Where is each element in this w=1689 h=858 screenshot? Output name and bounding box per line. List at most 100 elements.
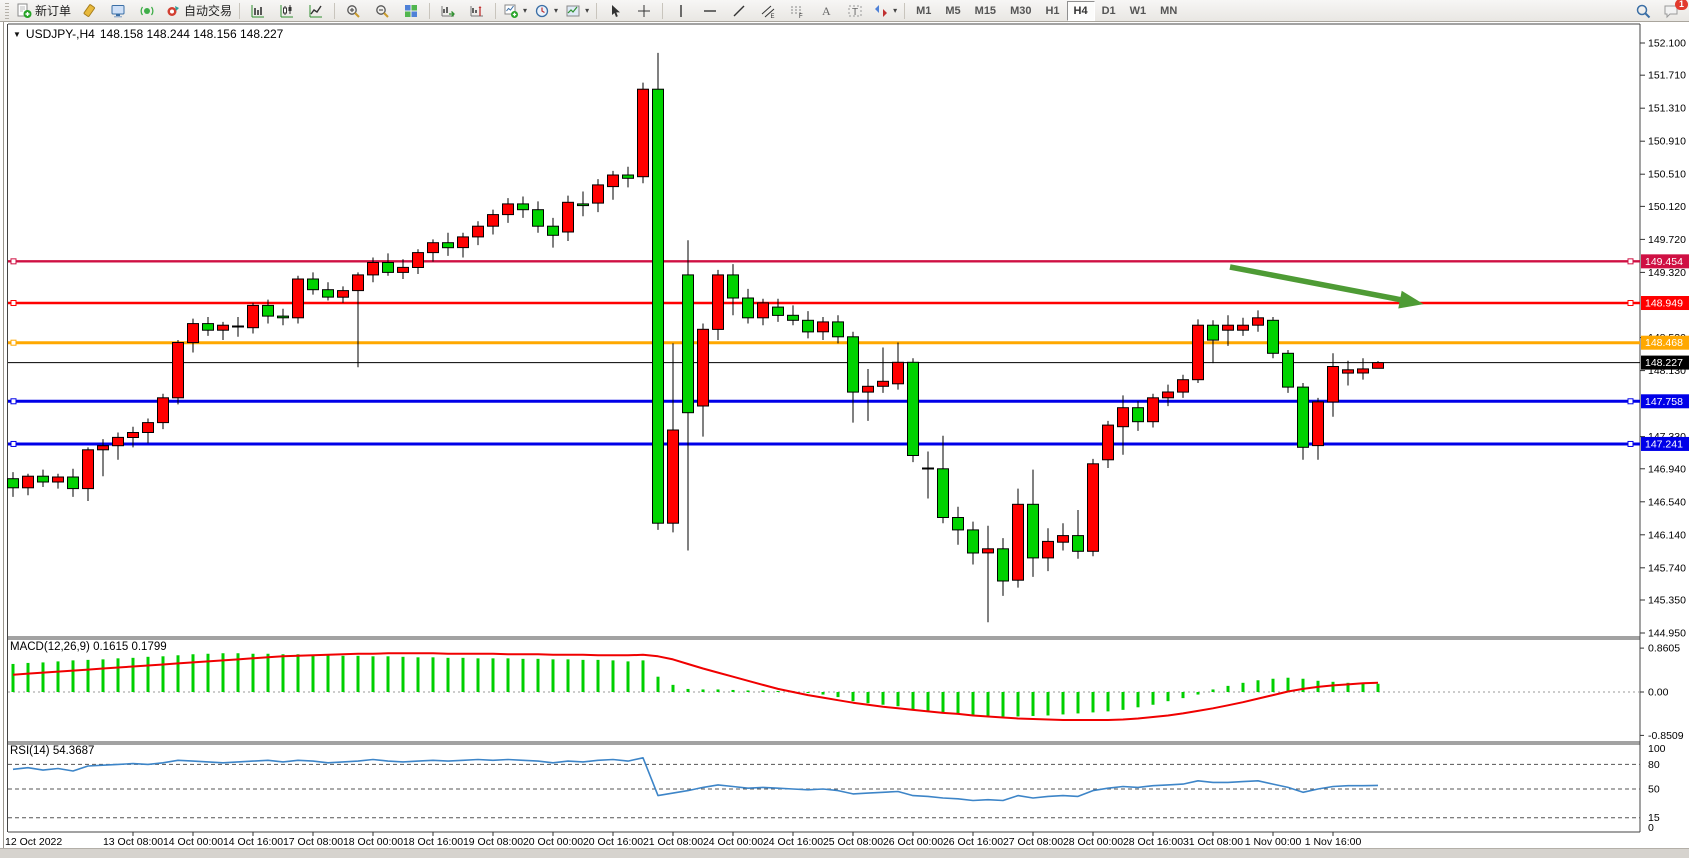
zoom-in-button[interactable] xyxy=(339,0,367,22)
template-icon xyxy=(566,5,580,16)
timeframe-button-w1[interactable]: W1 xyxy=(1129,4,1147,17)
svg-text:A: A xyxy=(822,4,831,18)
chart-shift-button[interactable] xyxy=(463,0,491,22)
bar-chart-button[interactable] xyxy=(244,0,272,22)
cursor-icon xyxy=(612,4,621,17)
toolbar-separator xyxy=(662,2,664,19)
time-axis: 12 Oct 2022 13 Oct 08:00 14 Oct 00:00 14 Oc… xyxy=(5,832,1361,848)
svg-text:27 Oct 08:00: 27 Oct 08:00 xyxy=(1003,836,1063,848)
broadcast-icon xyxy=(140,6,154,15)
computer-button[interactable] xyxy=(104,0,132,22)
svg-text:26 Oct 00:00: 26 Oct 00:00 xyxy=(883,836,943,848)
crosshair-button[interactable] xyxy=(630,0,658,22)
svg-text:18 Oct 00:00: 18 Oct 00:00 xyxy=(343,836,403,848)
autotrade-icon xyxy=(167,5,180,16)
highlighter-button[interactable] xyxy=(75,0,103,22)
toolbar-separator xyxy=(429,2,431,19)
svg-text:0.00: 0.00 xyxy=(1648,687,1669,699)
line-chart-button[interactable] xyxy=(302,0,330,22)
svg-text:151.310: 151.310 xyxy=(1648,103,1686,115)
svg-text:150.910: 150.910 xyxy=(1648,136,1686,148)
svg-text:15: 15 xyxy=(1648,812,1660,824)
shapes-button[interactable]: ▾ xyxy=(870,0,900,22)
horizontal-line-icon xyxy=(704,9,717,12)
svg-text:1 Nov 00:00: 1 Nov 00:00 xyxy=(1245,836,1302,848)
broadcast-button[interactable] xyxy=(133,0,161,22)
svg-text:17 Oct 08:00: 17 Oct 08:00 xyxy=(283,836,343,848)
svg-text:146.940: 146.940 xyxy=(1648,463,1686,475)
symbol-dropdown-icon[interactable]: ▼ xyxy=(13,29,21,39)
svg-text:148.227: 148.227 xyxy=(1645,357,1683,369)
new-order-button-label: 新订单 xyxy=(35,4,72,18)
dropdown-arrow-icon[interactable]: ▾ xyxy=(554,6,559,15)
main-toolbar: 新订单 自动交易 ▾ ▾ ▾ E F A T ▾ M1 M5 M15 M30 H1 H4 D1 W1 MN 1 xyxy=(0,0,1689,22)
timeframe-button-d1[interactable]: D1 xyxy=(1101,4,1116,17)
toolbar-grip[interactable] xyxy=(5,2,9,19)
candlestick-icon xyxy=(280,4,294,17)
cursor-button[interactable] xyxy=(601,0,629,22)
auto-scroll-button[interactable] xyxy=(434,0,462,22)
svg-text:150.120: 150.120 xyxy=(1648,201,1686,213)
svg-text:149.454: 149.454 xyxy=(1645,256,1683,268)
svg-text:100: 100 xyxy=(1648,743,1666,755)
rsi-pane: 100 80 50 150 xyxy=(8,743,1666,834)
new-order-button[interactable]: 新订单 xyxy=(13,0,74,22)
timeframe-button-mn[interactable]: MN xyxy=(1160,4,1178,17)
tile-windows-icon xyxy=(405,4,418,17)
svg-text:144.950: 144.950 xyxy=(1648,627,1686,639)
dropdown-arrow-icon[interactable]: ▾ xyxy=(523,6,528,15)
svg-text:21 Oct 08:00: 21 Oct 08:00 xyxy=(643,836,703,848)
svg-text:20 Oct 00:00: 20 Oct 00:00 xyxy=(523,836,583,848)
svg-text:149.720: 149.720 xyxy=(1648,234,1686,246)
timeframe-button-h1[interactable]: H1 xyxy=(1045,4,1060,17)
svg-text:148.468: 148.468 xyxy=(1645,337,1683,349)
timeframe-button-m5[interactable]: M5 xyxy=(945,4,961,17)
zoom-out-button[interactable] xyxy=(368,0,396,22)
profiles-button[interactable]: ▾ xyxy=(531,0,561,22)
svg-text:14 Oct 16:00: 14 Oct 16:00 xyxy=(223,836,283,848)
monitor-icon xyxy=(111,4,125,17)
timeframe-toolbar: M1 M5 M15 M30 H1 H4 D1 W1 MN xyxy=(909,0,1184,21)
autotrade-button-label: 自动交易 xyxy=(184,4,233,18)
trendline-button[interactable] xyxy=(725,0,753,22)
timeframe-button-m1[interactable]: M1 xyxy=(916,4,932,17)
dropdown-arrow-icon[interactable]: ▾ xyxy=(585,6,590,15)
svg-text:24 Oct 00:00: 24 Oct 00:00 xyxy=(703,836,763,848)
svg-text:1 Nov 16:00: 1 Nov 16:00 xyxy=(1305,836,1362,848)
search-button[interactable] xyxy=(1629,0,1657,22)
svg-text:0.8605: 0.8605 xyxy=(1648,643,1680,655)
new-chart-button[interactable]: ▾ xyxy=(500,0,530,22)
fibonacci-icon: F xyxy=(791,6,804,19)
svg-text:147.758: 147.758 xyxy=(1645,396,1683,408)
notification-badge: 1 xyxy=(1674,0,1688,10)
candlestick-button[interactable] xyxy=(273,0,301,22)
svg-text:147.241: 147.241 xyxy=(1645,438,1683,450)
dropdown-arrow-icon[interactable]: ▾ xyxy=(893,6,898,15)
vertical-line-button[interactable] xyxy=(667,0,695,22)
svg-text:18 Oct 16:00: 18 Oct 16:00 xyxy=(403,836,463,848)
autotrade-button[interactable]: 自动交易 xyxy=(162,0,235,22)
timeframe-button-m30[interactable]: M30 xyxy=(1010,4,1032,17)
horizontal-line-button[interactable] xyxy=(696,0,724,22)
svg-text:145.350: 145.350 xyxy=(1648,594,1686,606)
macd-pane: 0.8605 0.00 -0.8509 xyxy=(8,643,1684,742)
text-button[interactable]: A xyxy=(812,0,840,22)
new-chart-icon xyxy=(504,4,519,18)
level-lines: 149.454 148.949 148.468 148.227 147.758 147.2… xyxy=(8,254,1689,451)
svg-text:152.100: 152.100 xyxy=(1648,38,1686,50)
tile-windows-button[interactable] xyxy=(397,0,425,22)
chat-button[interactable]: 1 xyxy=(1657,0,1688,22)
timeframe-button-h4[interactable]: H4 xyxy=(1066,0,1095,21)
svg-text:28 Oct 00:00: 28 Oct 00:00 xyxy=(1063,836,1123,848)
templates-button[interactable]: ▾ xyxy=(562,0,592,22)
timeframe-button-m15[interactable]: M15 xyxy=(974,4,997,17)
label-button[interactable]: T xyxy=(841,0,869,22)
clock-icon xyxy=(535,4,549,17)
channel-icon: E xyxy=(761,5,775,19)
new-order-icon xyxy=(17,3,32,18)
fibonacci-button[interactable]: F xyxy=(783,0,811,22)
channel-button[interactable]: E xyxy=(754,0,782,22)
search-icon xyxy=(1636,4,1651,18)
